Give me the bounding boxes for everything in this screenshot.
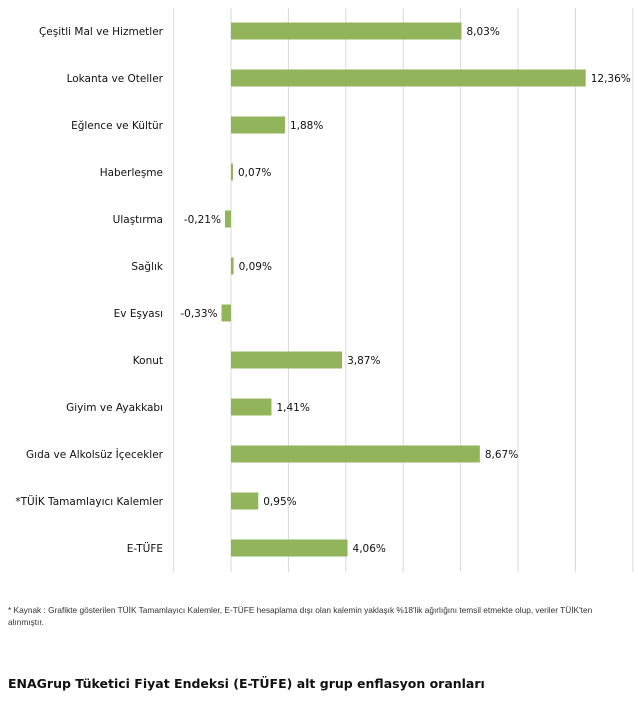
data-label: 4,06% bbox=[353, 543, 386, 555]
grid-lines bbox=[173, 8, 634, 572]
data-label: 8,67% bbox=[485, 449, 518, 461]
data-label: 0,09% bbox=[239, 261, 272, 273]
data-label: 3,87% bbox=[347, 355, 380, 367]
category-label: Haberleşme bbox=[100, 167, 163, 179]
category-label: Giyim ve Ayakkabı bbox=[66, 402, 163, 414]
category-label: Sağlık bbox=[131, 261, 164, 273]
bar bbox=[231, 492, 259, 510]
category-label: Lokanta ve Oteller bbox=[67, 73, 164, 85]
category-label: Eğlence ve Kültür bbox=[71, 120, 164, 132]
data-label: 1,41% bbox=[276, 402, 309, 414]
bar bbox=[231, 22, 462, 40]
category-label: *TÜİK Tamamlayıcı Kalemler bbox=[15, 495, 163, 508]
category-label: Konut bbox=[133, 355, 163, 367]
bar bbox=[231, 398, 272, 416]
bar bbox=[231, 257, 234, 275]
data-label: -0,33% bbox=[180, 308, 217, 320]
data-label: 1,88% bbox=[290, 120, 323, 132]
data-label: -0,21% bbox=[184, 214, 221, 226]
category-label: Gıda ve Alkolsüz İçecekler bbox=[26, 448, 164, 461]
chart-caption: ENAGrup Tüketici Fiyat Endeksi (E-TÜFE) … bbox=[8, 676, 485, 691]
bar bbox=[231, 116, 285, 134]
data-label: 12,36% bbox=[591, 73, 631, 85]
category-label: Ulaştırma bbox=[113, 214, 163, 226]
data-label: 0,95% bbox=[263, 496, 296, 508]
bar bbox=[231, 539, 348, 557]
labels: Çeşitli Mal ve Hizmetler 8,03% Lokanta ve … bbox=[15, 26, 630, 555]
category-label: Ev Eşyası bbox=[114, 308, 163, 320]
bar-chart: Çeşitli Mal ve Hizmetler 8,03% Lokanta ve … bbox=[15, 8, 634, 572]
bar bbox=[221, 304, 231, 322]
data-label: 0,07% bbox=[238, 167, 271, 179]
category-label: Çeşitli Mal ve Hizmetler bbox=[39, 26, 164, 38]
footnote: * Kaynak : Grafikte gösterilen TÜİK Tama… bbox=[8, 605, 593, 627]
bar bbox=[231, 69, 586, 87]
bar bbox=[231, 163, 234, 181]
category-label: E-TÜFE bbox=[127, 542, 163, 555]
bar bbox=[231, 351, 343, 369]
bar bbox=[224, 210, 231, 228]
bars bbox=[221, 22, 586, 557]
data-label: 8,03% bbox=[466, 26, 499, 38]
bar bbox=[231, 445, 480, 463]
